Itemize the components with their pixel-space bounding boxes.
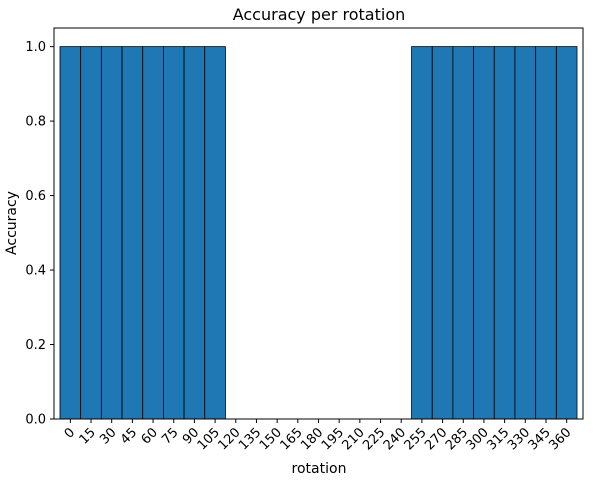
bar-75 — [162, 46, 185, 420]
bar-300 — [473, 46, 495, 420]
bars-group — [59, 46, 578, 420]
bar-270 — [431, 46, 454, 420]
bar-360 — [555, 46, 578, 420]
y-tick-label: 0.4 — [25, 264, 46, 279]
bar-0 — [59, 46, 82, 420]
y-axis-ticks: 0.0 0.2 0.4 0.6 0.8 1.0 — [25, 40, 54, 428]
x-axis-ticks: 0153045607590105120135150165180195210225… — [62, 419, 574, 453]
bar-45 — [121, 46, 144, 420]
x-tick-label-45: 45 — [118, 425, 140, 447]
x-axis-label: rotation — [292, 461, 347, 477]
y-tick-label: 0.8 — [25, 115, 46, 130]
bar-90 — [183, 46, 206, 420]
y-tick-label: 0.2 — [25, 338, 46, 353]
bar-30 — [100, 46, 123, 420]
x-tick-label-75: 75 — [159, 425, 181, 447]
bar-15 — [80, 46, 102, 420]
x-tick-label-60: 60 — [139, 425, 161, 447]
x-tick-label-360: 360 — [546, 425, 574, 453]
bar-285 — [452, 46, 475, 420]
x-tick-label-30: 30 — [97, 425, 119, 447]
bar-315 — [493, 46, 516, 420]
bar-330 — [514, 46, 537, 420]
chart-title: Accuracy per rotation — [233, 5, 406, 24]
plot-frame — [53, 27, 584, 420]
x-tick-label-15: 15 — [77, 425, 99, 447]
x-tick-label-0: 0 — [62, 425, 78, 441]
y-axis-label: Accuracy — [4, 191, 20, 255]
y-tick-label: 0.0 — [25, 413, 46, 428]
bar-105 — [204, 46, 226, 420]
bar-255 — [411, 46, 433, 420]
bar-345 — [535, 46, 557, 420]
bar-60 — [142, 46, 164, 420]
y-tick-label: 0.6 — [25, 189, 46, 204]
y-tick-label: 1.0 — [25, 40, 46, 55]
